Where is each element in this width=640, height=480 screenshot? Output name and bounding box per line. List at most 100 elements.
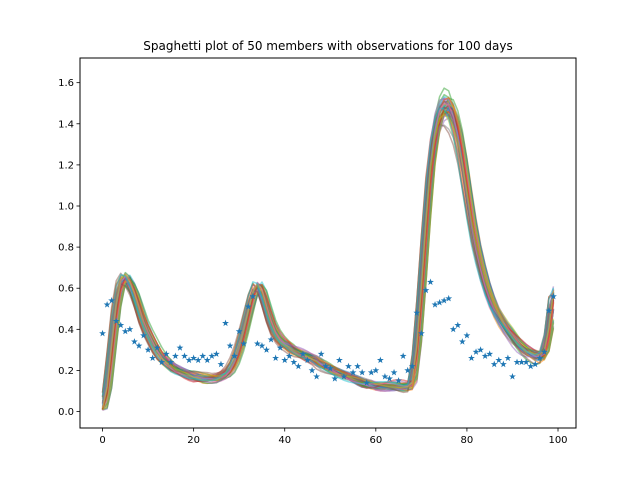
observation-marker: [172, 352, 179, 359]
ensemble-member-line: [101, 107, 555, 396]
y-tick-label: 0.2: [58, 366, 74, 377]
observation-marker: [390, 368, 398, 376]
observation-marker: [386, 375, 393, 382]
observation-marker: [340, 373, 348, 380]
observation-marker: [162, 350, 170, 357]
observation-marker: [527, 362, 535, 370]
observation-marker: [481, 352, 489, 359]
observation-marker: [436, 299, 444, 306]
observation-marker: [121, 327, 129, 335]
observation-marker: [276, 344, 284, 351]
observation-marker: [458, 338, 466, 345]
x-tick-label: 20: [187, 435, 200, 446]
observation-marker: [408, 362, 416, 370]
observation-marker: [518, 358, 525, 366]
observation-marker: [103, 301, 111, 308]
observation-marker: [536, 354, 544, 362]
observation-marker: [363, 379, 371, 386]
observation-marker: [509, 373, 516, 380]
observation-marker: [331, 375, 339, 382]
observation-marker: [404, 366, 412, 374]
observation-marker: [445, 294, 453, 302]
y-tick-label: 0.8: [58, 243, 74, 254]
observation-marker: [550, 292, 557, 300]
observation-marker: [153, 344, 161, 351]
observation-marker: [345, 362, 352, 370]
observation-marker: [545, 307, 553, 314]
observation-marker: [486, 350, 494, 357]
observation-marker: [531, 360, 539, 368]
observation-marker: [176, 344, 184, 351]
observation-marker: [258, 342, 266, 349]
observation-marker: [335, 356, 343, 364]
observation-marker: [349, 368, 357, 376]
y-tick-label: 1.2: [58, 160, 74, 171]
observation-marker: [431, 301, 439, 308]
observation-marker: [222, 319, 229, 327]
observation-marker: [126, 325, 134, 333]
observation-marker: [367, 368, 375, 376]
y-tick-label: 0.0: [58, 407, 74, 418]
observation-marker: [190, 354, 198, 362]
observation-marker: [427, 278, 434, 285]
y-tick-label: 1.4: [58, 119, 74, 130]
ensemble-member-line: [101, 113, 555, 409]
observation-marker: [212, 350, 220, 357]
y-tick-label: 1.0: [58, 202, 74, 213]
observation-marker: [240, 340, 248, 347]
y-tick-label: 0.6: [58, 284, 74, 295]
observation-marker: [413, 309, 421, 316]
observation-marker: [495, 356, 503, 364]
observation-marker: [322, 362, 330, 370]
observation-marker: [290, 358, 298, 366]
observation-marker: [308, 366, 316, 374]
observation-marker: [358, 368, 366, 376]
observation-marker: [263, 346, 270, 353]
observation-marker: [522, 358, 530, 366]
observation-marker: [135, 342, 143, 349]
observation-marker: [317, 350, 325, 357]
observation-marker: [354, 362, 362, 370]
plot-frame: [79, 57, 577, 429]
observation-marker: [490, 360, 498, 368]
x-tick-label: 0: [99, 435, 105, 446]
observation-marker: [395, 377, 403, 384]
observation-marker: [294, 362, 302, 370]
observation-marker: [181, 352, 188, 359]
x-axis: 0 20 40 60 80 100: [99, 428, 568, 446]
observation-marker: [203, 356, 211, 364]
chart-title: Spaghetti plot of 50 members with observ…: [143, 39, 512, 53]
observation-marker: [376, 356, 384, 364]
observation-marker: [399, 352, 407, 359]
observation-marker: [477, 346, 484, 353]
observation-marker: [372, 366, 380, 374]
x-tick-label: 40: [278, 435, 291, 446]
observation-marker: [540, 348, 548, 355]
observation-marker: [253, 340, 261, 347]
observation-marker: [217, 360, 225, 368]
observation-marker: [167, 358, 175, 366]
observation-marker: [185, 356, 193, 364]
observation-marker: [158, 358, 166, 366]
observation-marker: [281, 356, 289, 364]
observation-marker: [499, 360, 507, 368]
y-tick-label: 0.4: [58, 325, 74, 336]
observation-marker: [326, 364, 334, 372]
observation-marker: [299, 350, 307, 357]
observation-marker: [244, 303, 252, 310]
observations: [99, 278, 557, 386]
observation-marker: [513, 358, 521, 366]
observation-marker: [231, 352, 239, 359]
observation-marker: [235, 327, 243, 335]
observation-marker: [504, 354, 512, 362]
ensemble-members: [101, 87, 555, 411]
observation-marker: [285, 352, 293, 359]
observation-marker: [440, 296, 448, 304]
observation-marker: [249, 292, 257, 300]
observation-marker: [449, 325, 457, 333]
observation-marker: [117, 321, 125, 329]
observation-marker: [108, 296, 116, 304]
observation-marker: [199, 352, 207, 359]
observation-marker: [144, 346, 152, 353]
